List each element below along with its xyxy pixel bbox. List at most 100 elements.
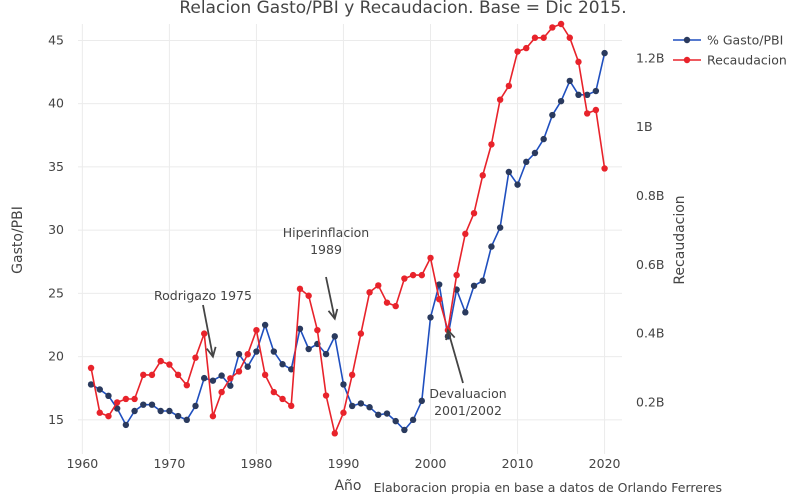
data-point[interactable] [427,314,434,321]
data-point[interactable] [279,395,286,403]
data-point[interactable] [192,402,199,410]
data-point[interactable] [87,364,95,372]
data-point[interactable] [253,326,260,334]
data-point[interactable] [549,24,556,31]
data-point[interactable] [436,296,443,303]
data-point[interactable] [140,371,147,379]
data-point[interactable] [183,416,190,424]
data-point[interactable] [122,395,130,403]
data-point[interactable] [122,421,130,429]
data-point[interactable] [314,326,321,334]
data-point[interactable] [227,375,234,382]
data-point[interactable] [401,426,408,434]
data-point[interactable] [305,292,312,299]
data-point[interactable] [566,77,573,85]
data-point[interactable] [331,333,338,340]
data-point[interactable] [174,371,182,379]
data-point[interactable] [96,386,103,393]
data-point[interactable] [531,149,539,157]
data-point[interactable] [514,48,521,55]
data-point[interactable] [166,407,173,415]
data-point[interactable] [288,402,295,410]
data-point[interactable] [244,351,251,358]
data-point[interactable] [357,400,365,407]
data-point[interactable] [505,168,513,176]
data-point[interactable] [279,361,286,368]
data-point[interactable] [340,409,347,416]
data-point[interactable] [366,404,373,411]
data-point[interactable] [209,377,217,384]
data-point[interactable] [375,282,382,289]
data-point[interactable] [523,44,530,52]
data-point[interactable] [296,325,304,332]
data-point[interactable] [348,371,356,379]
data-point[interactable] [427,254,434,262]
data-point[interactable] [392,302,399,310]
data-point[interactable] [514,181,521,188]
data-point[interactable] [357,330,365,337]
data-point[interactable] [192,354,199,361]
data-point[interactable] [575,91,582,99]
data-point[interactable] [201,330,208,337]
data-point[interactable] [331,430,338,437]
data-point[interactable] [488,141,495,148]
data-point[interactable] [462,309,469,316]
data-point[interactable] [235,350,243,358]
data-point[interactable] [244,363,251,370]
data-point[interactable] [348,402,356,410]
data-point[interactable] [96,409,103,416]
data-point[interactable] [566,34,573,41]
data-point[interactable] [366,289,373,296]
data-point[interactable] [531,34,539,41]
legend[interactable]: % Gasto/PBI Recaudacion [673,33,787,68]
data-point[interactable] [401,275,408,282]
data-point[interactable] [557,97,565,105]
data-point[interactable] [235,368,243,375]
data-point[interactable] [131,407,138,415]
data-point[interactable] [209,412,217,420]
data-point[interactable] [470,282,478,289]
data-point[interactable] [479,172,486,179]
data-point[interactable] [296,285,304,293]
data-point[interactable] [496,96,504,103]
data-point[interactable] [540,34,547,41]
data-point[interactable] [523,158,530,166]
data-point[interactable] [270,388,278,396]
data-point[interactable] [218,388,225,396]
data-point[interactable] [131,395,138,403]
legend-item[interactable]: Recaudacion [673,53,787,68]
data-point[interactable] [201,374,208,382]
data-point[interactable] [113,405,121,412]
data-point[interactable] [157,407,164,415]
data-point[interactable] [583,110,591,117]
data-point[interactable] [340,381,347,388]
data-point[interactable] [261,371,269,379]
data-point[interactable] [261,321,269,329]
data-point[interactable] [87,381,95,388]
data-point[interactable] [479,277,486,284]
data-point[interactable] [166,361,173,368]
data-point[interactable] [436,281,443,288]
data-point[interactable] [549,111,556,119]
data-point[interactable] [305,345,312,353]
data-point[interactable] [218,372,225,379]
data-point[interactable] [383,299,391,306]
data-point[interactable] [375,411,382,418]
data-point[interactable] [583,91,591,99]
data-point[interactable] [470,210,478,217]
data-point[interactable] [270,348,278,355]
data-point[interactable] [418,271,426,279]
data-point[interactable] [592,87,600,95]
data-point[interactable] [540,135,547,143]
data-point[interactable] [488,243,495,250]
data-point[interactable] [409,271,417,279]
data-point[interactable] [601,165,608,172]
data-point[interactable] [227,382,234,389]
data-point[interactable] [105,392,112,400]
data-point[interactable] [392,417,399,425]
data-point[interactable] [462,230,469,238]
data-point[interactable] [453,271,460,279]
data-point[interactable] [601,49,608,57]
data-point[interactable] [140,401,147,408]
data-point[interactable] [288,366,295,373]
